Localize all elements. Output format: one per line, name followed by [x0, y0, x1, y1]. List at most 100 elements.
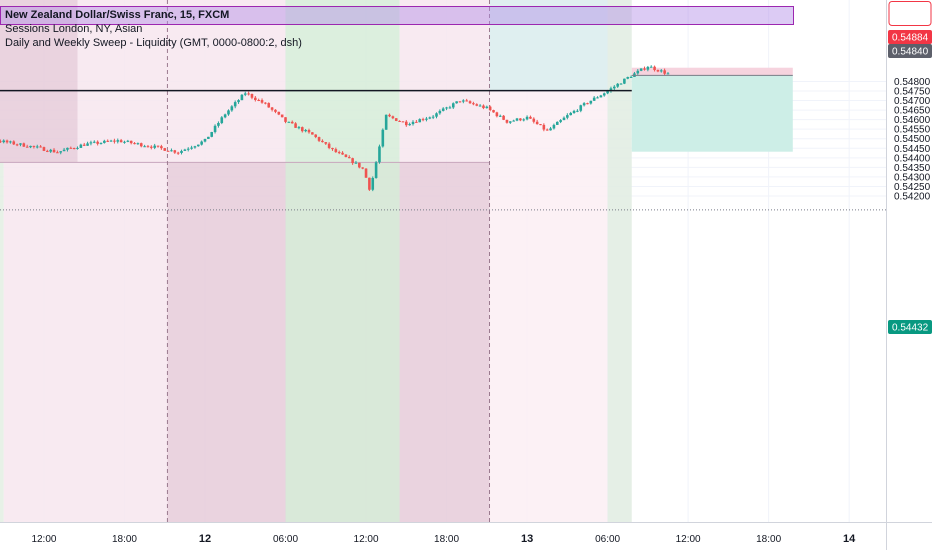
candle-body: [176, 152, 180, 154]
candle-body: [62, 149, 66, 152]
candle-body: [519, 118, 522, 121]
take-profit-zone: [631, 75, 793, 152]
candle-body: [599, 95, 603, 98]
session-zone: [0, 0, 78, 163]
y-tick-label: 0.54800: [894, 77, 931, 88]
candle-body: [408, 124, 411, 126]
candle-body: [361, 167, 364, 169]
candle-body: [46, 150, 49, 152]
candle-body: [428, 117, 432, 119]
session-zone: [285, 0, 400, 522]
candle-body: [49, 149, 52, 152]
candle-body: [549, 128, 552, 131]
candle-body: [545, 129, 549, 131]
candle-body: [280, 114, 284, 118]
legend-sessions-indicator[interactable]: Sessions London, NY, Asian: [5, 23, 143, 35]
candle-body: [143, 146, 146, 148]
candle-body: [468, 101, 472, 104]
y-tick-label: 0.54400: [894, 153, 931, 164]
y-tick-label: 0.54700: [894, 96, 931, 107]
alert-badge: [888, 1, 932, 26]
candle-body: [297, 127, 301, 129]
candle-body: [5, 140, 9, 143]
indicator-overlays: [0, 6, 886, 211]
x-tick-label: 12:00: [354, 534, 379, 545]
candle-body: [264, 102, 267, 104]
candle-body: [287, 121, 291, 123]
legend-symbol-title[interactable]: New Zealand Dollar/Swiss Franc, 15, FXCM: [5, 9, 230, 21]
candle-body: [314, 134, 318, 138]
candle-body: [79, 144, 83, 148]
candle-body: [304, 130, 307, 132]
candle-body: [421, 119, 425, 121]
candle-body: [341, 152, 344, 155]
candle-body: [512, 120, 515, 122]
candle-body: [150, 146, 153, 148]
candle-body: [113, 140, 116, 142]
candle-body: [663, 70, 666, 74]
candle-body: [425, 118, 428, 120]
candle-body: [552, 124, 556, 129]
candle-body: [82, 144, 86, 146]
candle-body: [566, 115, 569, 118]
price-tag: [888, 320, 932, 334]
candle-body: [200, 141, 203, 145]
candle-body: [284, 117, 287, 122]
candle-body: [331, 147, 334, 150]
candle-body: [606, 90, 609, 94]
candle-body: [659, 70, 663, 72]
candle-body: [186, 148, 190, 150]
candle-body: [649, 66, 653, 68]
candle-body: [72, 148, 76, 150]
candle-body: [448, 107, 452, 109]
candle-body: [0, 141, 2, 143]
candle-body: [495, 112, 499, 117]
candle-body: [260, 100, 264, 103]
candle-body: [166, 150, 170, 152]
candle-body: [52, 149, 56, 153]
x-tick-label: 18:00: [434, 534, 459, 545]
candle-body: [173, 150, 177, 153]
candle-body: [29, 145, 32, 148]
candle-body: [656, 70, 660, 72]
candle-body: [321, 140, 324, 143]
candle-body: [418, 119, 422, 123]
candle-body: [327, 143, 331, 148]
candle-body: [35, 146, 39, 148]
candle-body: [274, 109, 277, 112]
candle-body: [240, 94, 244, 101]
candle-body: [109, 140, 113, 142]
candle-body: [9, 141, 12, 143]
candle-body: [576, 110, 579, 112]
candle-body: [324, 142, 328, 144]
y-tick-label: 0.54350: [894, 163, 931, 174]
candle-body: [572, 110, 576, 113]
price-tag-label: 0.54432: [892, 323, 929, 334]
candle-body: [354, 162, 358, 164]
candle-body: [616, 83, 619, 87]
candle-body: [92, 141, 96, 143]
legend-sweep-indicator[interactable]: Daily and Weekly Sweep - Liquidity (GMT,…: [5, 37, 302, 49]
candle-body: [56, 152, 59, 154]
session-zone: [3, 162, 168, 522]
x-tick-label: 18:00: [112, 534, 137, 545]
candle-body: [203, 138, 207, 142]
candle-body: [589, 100, 593, 104]
x-tick-label: 13: [521, 533, 533, 545]
candle-body: [290, 121, 294, 124]
candle-body: [42, 147, 46, 151]
candle-body: [451, 103, 455, 108]
candle-body: [458, 101, 462, 103]
candle-body: [475, 104, 479, 106]
y-tick-label: 0.54300: [894, 172, 931, 183]
y-tick-label: 0.54250: [894, 182, 931, 193]
candle-body: [596, 97, 599, 99]
candle-body: [498, 115, 502, 117]
candle-body: [435, 113, 438, 117]
session-zones: [0, 0, 793, 522]
candle-body: [59, 151, 63, 153]
candle-body: [364, 168, 368, 178]
candle-body: [32, 145, 36, 147]
candle-body: [220, 117, 224, 124]
